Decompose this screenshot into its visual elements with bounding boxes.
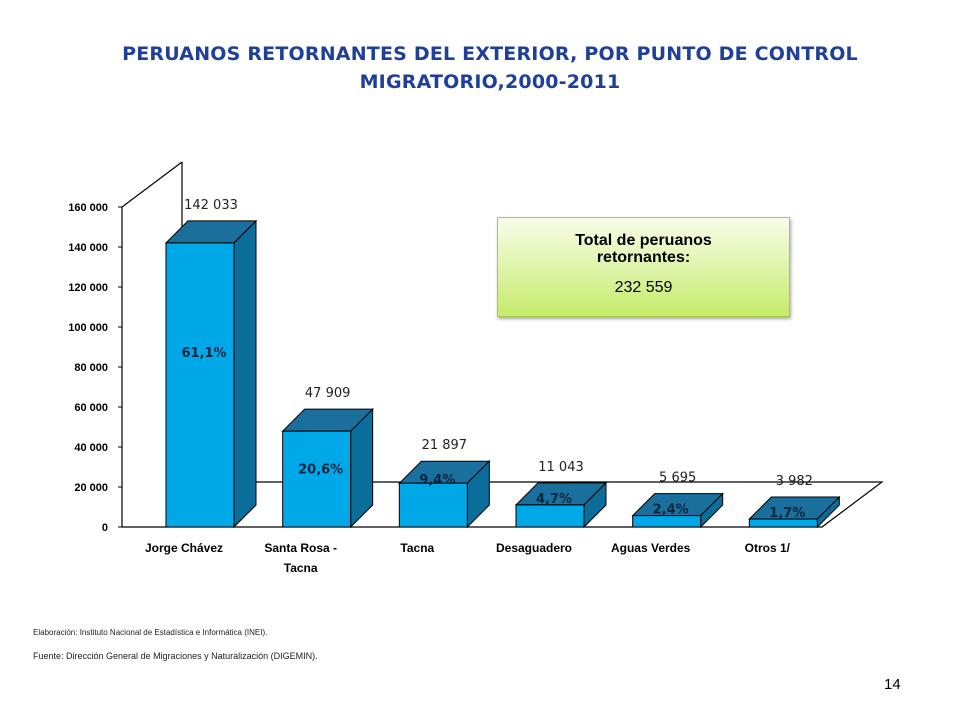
y-tick-label: 60 000 <box>74 402 108 414</box>
x-tick-label: Desaguadero <box>496 541 572 555</box>
y-tick-label: 140 000 <box>68 242 108 254</box>
total-callout-box: Total de peruanos retornantes: 232 559 <box>497 217 790 317</box>
y-tick-label: 100 000 <box>68 322 108 334</box>
bar <box>632 515 702 528</box>
elaboration-note: Elaboración: Instituto Nacional de Estad… <box>33 628 268 637</box>
data-label: 5 695 <box>659 471 696 486</box>
bars: 142 033 61,1% 47 909 20,6% 21 897 9,4% 11 043 4… <box>164 198 841 529</box>
percent-label: 9,4% <box>419 473 455 488</box>
source-note: Fuente: Dirección General de Migraciones… <box>33 651 318 661</box>
bar-group: 3 982 1,7% <box>748 474 841 529</box>
x-axis: Jorge Chávez Santa Rosa - Tacna Tacna Desagu… <box>145 541 791 575</box>
percent-label: 1,7% <box>769 506 805 521</box>
bar <box>748 518 818 528</box>
page-number: 14 <box>884 676 901 693</box>
data-label: 11 043 <box>538 460 584 475</box>
total-label: Total de peruanos retornantes: <box>575 232 712 266</box>
bar <box>515 504 585 528</box>
percent-label: 2,4% <box>653 503 689 518</box>
bar-group: 47 909 20,6% <box>281 386 374 529</box>
x-tick-label: Tacna <box>284 561 318 575</box>
bar-group: 5 695 2,4% <box>631 471 724 529</box>
y-tick-label: 40 000 <box>74 442 108 454</box>
x-tick-label: Jorge Chávez <box>145 541 223 555</box>
x-tick-label: Santa Rosa - <box>264 541 337 555</box>
y-axis: 0 20 000 40 000 60 000 80 000 100 000 120 000 1… <box>68 202 122 534</box>
percent-label: 61,1% <box>181 346 226 361</box>
y-tick-label: 20 000 <box>74 482 108 494</box>
data-label: 3 982 <box>776 474 813 489</box>
x-tick-label: Otros 1/ <box>745 541 791 555</box>
data-label: 21 897 <box>422 438 468 453</box>
bar <box>165 242 235 528</box>
bar <box>282 430 352 528</box>
y-tick-label: 0 <box>102 522 108 534</box>
x-tick-label: Tacna <box>400 541 434 555</box>
chart-title: PERUANOS RETORNANTES DEL EXTERIOR, POR P… <box>122 43 858 93</box>
bar <box>398 482 468 528</box>
bar-group: 142 033 61,1% <box>164 198 258 529</box>
y-tick-label: 120 000 <box>68 282 108 294</box>
y-tick-label: 160 000 <box>68 202 108 214</box>
y-tick-label: 80 000 <box>74 362 108 374</box>
total-value: 232 559 <box>614 279 673 296</box>
bar-side-face <box>233 219 257 529</box>
data-label: 47 909 <box>305 386 351 401</box>
bar-group: 21 897 9,4% <box>398 438 491 529</box>
percent-label: 20,6% <box>298 463 343 478</box>
data-label: 142 033 <box>184 198 238 213</box>
bar-group: 11 043 4,7% <box>514 460 608 529</box>
x-tick-label: Aguas Verdes <box>611 541 691 555</box>
percent-label: 4,7% <box>536 492 572 507</box>
